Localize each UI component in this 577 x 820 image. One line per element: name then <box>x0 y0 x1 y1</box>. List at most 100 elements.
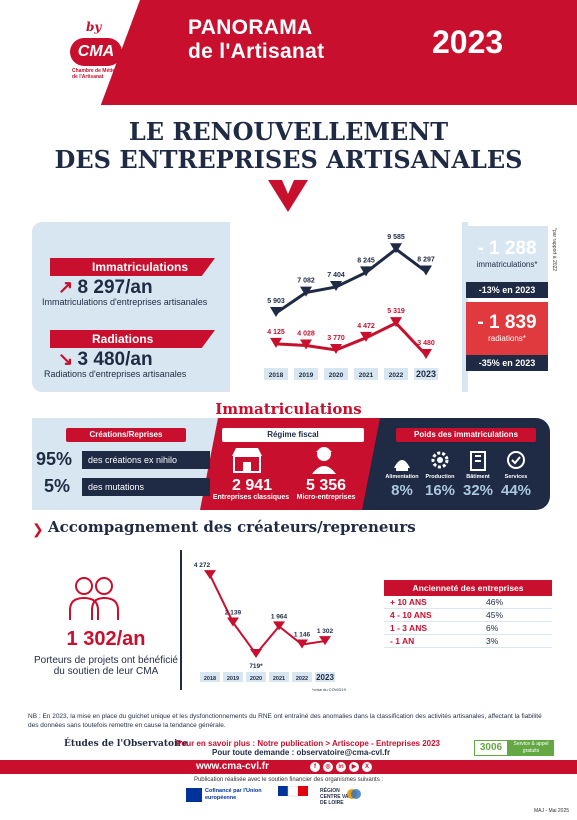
data-label: 4 472 <box>357 323 375 330</box>
table-row: - 1 AN 3% <box>384 635 552 648</box>
sector-pct: 32% <box>462 482 494 499</box>
tick-label: 2020 <box>329 372 344 379</box>
rad-stat-label: radiations* <box>488 334 526 343</box>
rad-ribbon-label: Radiations <box>50 330 215 348</box>
data-label: 8 245 <box>357 257 375 264</box>
cma-logo[interactable]: CMA <box>70 38 122 66</box>
linkedin-icon[interactable]: in <box>336 762 346 772</box>
immat-section-title: Immatriculations <box>215 400 362 418</box>
pct-mutations-label: des mutations <box>82 478 210 496</box>
data-label: 3 480 <box>417 340 435 347</box>
eu-label: Cofinancé par l'Union européenne <box>205 788 262 801</box>
header-title-line1: PANORAMA <box>188 16 313 39</box>
sector-name: Production <box>425 474 455 480</box>
pct-ex-nihilo-label: des créations ex nihilo <box>82 451 210 469</box>
data-point <box>390 317 402 328</box>
sector-pct: 8% <box>391 482 413 499</box>
tick-label: 2020 <box>250 676 262 682</box>
publication-link[interactable]: Pour en savoir plus : Notre publication … <box>176 739 440 757</box>
arrow-up-icon: ↗ <box>58 277 74 297</box>
data-label: 4 272 <box>194 562 211 569</box>
immat-ribbon: Immatriculations <box>50 258 215 276</box>
instagram-icon[interactable]: ◎ <box>323 762 333 772</box>
data-point <box>270 337 282 348</box>
rad-stat-pct: -35% en 2023 <box>466 355 548 371</box>
immat-value-row: ↗ 8 297/an <box>58 277 153 299</box>
sector-2: Bâtiment 32% <box>460 448 496 499</box>
sector-pct: 44% <box>500 482 532 499</box>
people-icon <box>69 577 119 620</box>
tick-label: 2023 <box>416 369 436 379</box>
poids-tag: Poids des immatriculations <box>396 428 536 442</box>
phone-badge[interactable]: 3006 Service & appel gratuits <box>474 740 554 756</box>
table-row: + 10 ANS 46% <box>384 596 552 609</box>
data-label: 7 082 <box>297 278 315 285</box>
youtube-icon[interactable]: ▶ <box>349 762 359 772</box>
tick-label: 2019 <box>227 676 239 682</box>
sector-0: Alimentation 8% <box>384 448 420 499</box>
tick-bg <box>200 672 220 682</box>
tick-label: 2022 <box>296 676 308 682</box>
phone-number[interactable]: 3006 <box>474 740 508 756</box>
table-row: 4 - 10 ANS 45% <box>384 609 552 622</box>
data-point <box>360 266 372 277</box>
tick-label: 2023 <box>316 673 334 682</box>
worker-icon <box>312 447 336 474</box>
immat-stat-pct: -13% en 2023 <box>466 282 548 298</box>
data-point <box>319 636 331 646</box>
micro-value: 5 356 <box>305 477 347 494</box>
header-title: PANORAMA de l'Artisanat <box>188 16 324 64</box>
page-title-line2: DES ENTREPRISES ARTISANALES <box>54 145 523 174</box>
pct-ex-nihilo-value: 95% <box>36 449 73 469</box>
header-title-line2: de l'Artisanat <box>188 40 325 63</box>
eu-flag-icon <box>186 788 202 802</box>
rad-ribbon: Radiations <box>50 330 215 348</box>
chevron-right-icon: ❯ <box>32 521 44 537</box>
rad-value-row: ↘ 3 480/an <box>58 349 153 371</box>
website-link[interactable]: www.cma-cvl.fr <box>196 761 269 772</box>
food-icon <box>394 460 410 471</box>
immat-desc: Immatriculations d'entreprises artisanal… <box>42 297 208 307</box>
immat-ribbon-label: Immatriculations <box>50 258 215 276</box>
anciennete-table: Ancienneté des entreprises + 10 ANS 46% 4 … <box>384 580 552 648</box>
shop-icon <box>232 448 262 473</box>
row-value: 3% <box>486 636 499 646</box>
data-point <box>330 280 342 291</box>
publication-link-text[interactable]: Pour en savoir plus : Notre publication … <box>176 739 440 748</box>
data-label: 5 319 <box>387 308 405 315</box>
data-point <box>300 286 312 297</box>
creations-tag: Créations/Reprises <box>66 428 186 442</box>
facebook-icon[interactable]: f <box>310 762 320 772</box>
data-label: 3 770 <box>327 335 345 342</box>
tick-bg <box>246 672 266 682</box>
data-label: 1 146 <box>294 632 311 639</box>
gears-icon <box>431 451 449 469</box>
row-label: 1 - 3 ANS <box>390 623 428 633</box>
data-point <box>300 339 312 350</box>
tick-label: 2019 <box>299 372 314 379</box>
building-icon <box>470 451 486 471</box>
table-row: 1 - 3 ANS 6% <box>384 622 552 635</box>
row-label: 4 - 10 ANS <box>390 610 432 620</box>
tick-bg <box>324 368 348 380</box>
data-label: 1 302 <box>317 628 334 635</box>
x-icon[interactable]: X <box>362 762 372 772</box>
row-label: + 10 ANS <box>390 597 427 607</box>
funding-note: Publication réalisée avec le soutien fin… <box>193 777 384 783</box>
data-label: 4 028 <box>297 331 315 338</box>
data-point <box>250 649 262 659</box>
tick-bg <box>269 672 289 682</box>
tick-bg <box>414 368 438 380</box>
header-year: 2023 <box>432 24 504 60</box>
etudes-label: Études de l'Observatoire <box>64 739 188 749</box>
tick-bg <box>223 672 243 682</box>
contact-email[interactable]: Pour toute demande : observatoire@cma-cv… <box>212 748 391 757</box>
anciennete-title: Ancienneté des entreprises <box>384 580 552 596</box>
data-point <box>360 331 372 342</box>
data-point <box>227 617 239 627</box>
data-point <box>204 570 216 580</box>
tick-label: 2021 <box>273 676 285 682</box>
data-point <box>330 343 342 354</box>
data-label: 1 964 <box>271 613 288 620</box>
series-line-0 <box>209 574 326 656</box>
